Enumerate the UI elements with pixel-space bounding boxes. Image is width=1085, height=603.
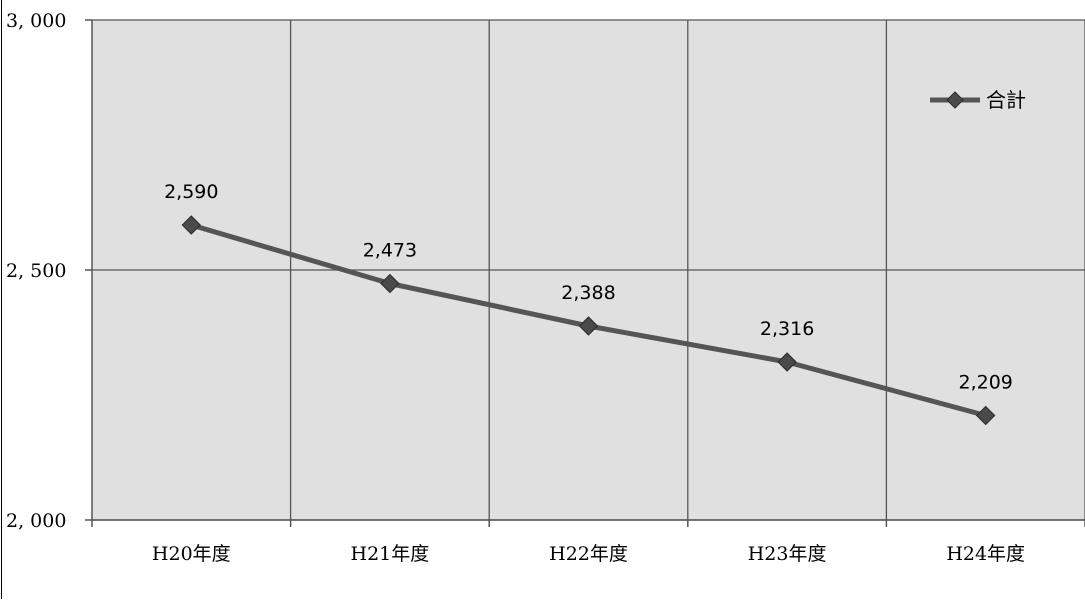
- data-label: 2,316: [760, 318, 814, 340]
- data-point-marker: [975, 405, 996, 426]
- data-point-marker: [777, 352, 797, 372]
- x-tick-label: H24年度: [946, 543, 1025, 565]
- data-labels: 2,590 2,473 2,388 2,316 2,209: [164, 181, 1013, 394]
- data-label: 2,473: [363, 240, 417, 262]
- data-label: 2,590: [164, 181, 218, 203]
- data-label: 2,388: [561, 282, 615, 304]
- axes: 2, 000 2, 500 3, 000 H20年度 H21年度 H22年度 H23年度 H2…: [6, 10, 1085, 565]
- x-tick-label: H23年度: [748, 543, 827, 565]
- data-point-marker: [578, 316, 599, 336]
- x-tick-label: H20年度: [152, 543, 231, 565]
- data-point-marker: [181, 215, 202, 235]
- legend-label: 合計: [986, 88, 1026, 112]
- y-tick-label: 2, 000: [6, 510, 66, 532]
- y-tick-label: 2, 500: [6, 260, 66, 282]
- frame-left-border: [1, 0, 2, 599]
- data-label: 2,209: [958, 372, 1012, 394]
- x-tick-label: H21年度: [351, 543, 430, 565]
- data-point-marker: [380, 273, 400, 294]
- y-tick-label: 3, 000: [6, 10, 66, 32]
- legend-marker: [946, 91, 964, 109]
- x-tick-label: H22年度: [549, 543, 628, 565]
- legend: 合計: [930, 88, 1026, 112]
- series-line-layer: [181, 215, 996, 426]
